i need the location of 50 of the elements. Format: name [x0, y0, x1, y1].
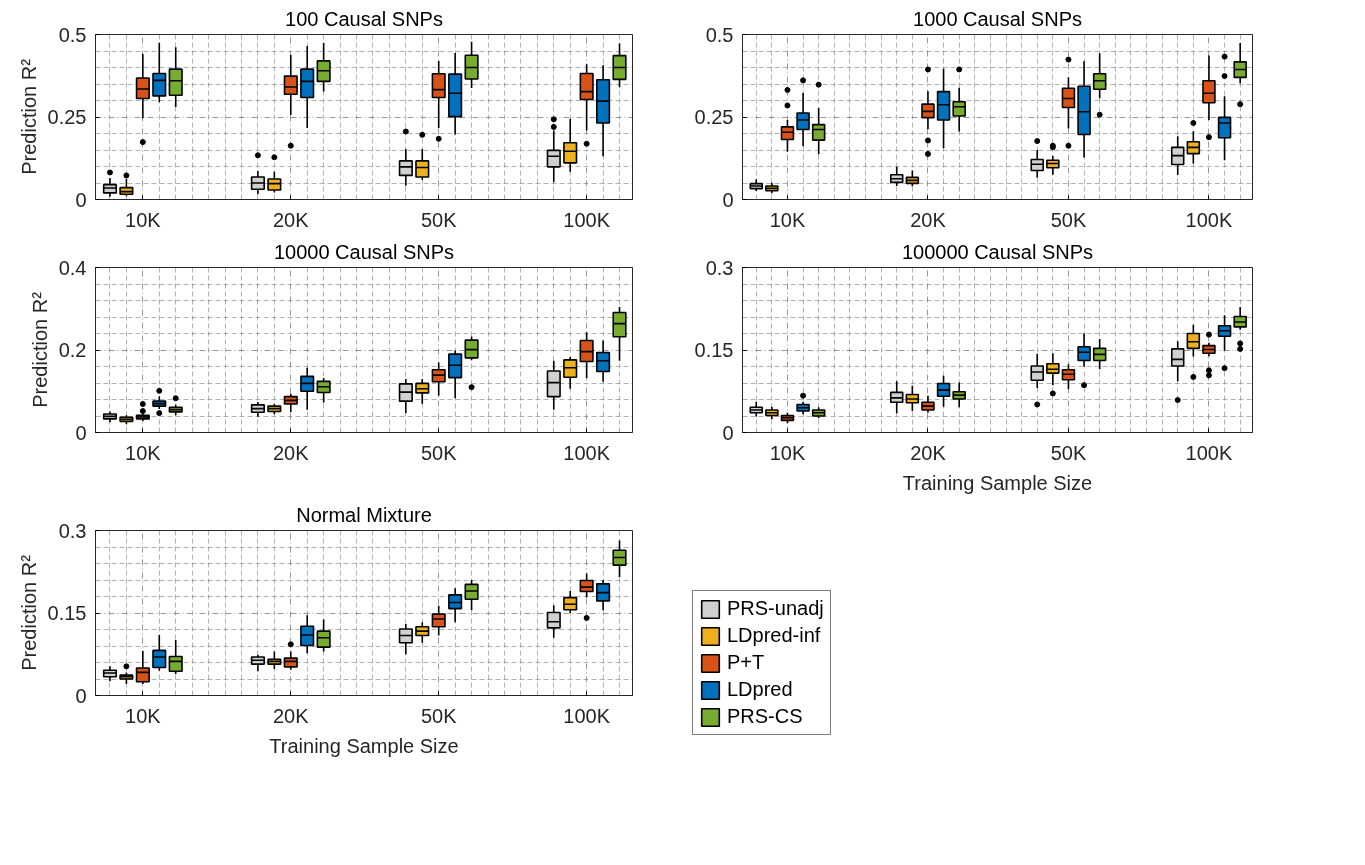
chart-title: 1000 Causal SNPs [913, 7, 1082, 30]
x-tick-label: 20K [272, 441, 310, 464]
x-tick-label: 10K [125, 441, 162, 464]
y-tick-label: 0.25 [47, 106, 87, 128]
y-tick-label: 0.25 [694, 106, 734, 128]
x-axis-title: Training Sample Size [902, 471, 1093, 494]
x-tick-label: 50K [1050, 208, 1087, 231]
legend-label: P+T [727, 651, 765, 674]
x-tick-label: 100K [1185, 208, 1233, 231]
y-axis-title: Prediction R² [17, 554, 40, 671]
y-tick-label: 0.2 [58, 339, 87, 361]
x-tick-label: 100K [563, 704, 611, 727]
x-tick-label: 100K [1185, 441, 1233, 464]
x-tick-label: 10K [125, 208, 162, 231]
x-tick-label: 10K [125, 704, 162, 727]
chart-title: 100 Causal SNPs [285, 7, 443, 30]
y-tick-label: 0.5 [58, 23, 87, 46]
y-tick-label: 0 [75, 684, 87, 707]
x-tick-label: 20K [272, 704, 310, 727]
legend-label: PRS-unadj [727, 597, 824, 620]
chart-title: 10000 Causal SNPs [273, 240, 455, 263]
y-tick-label: 0.4 [58, 256, 87, 279]
y-tick-label: 0 [75, 421, 87, 444]
y-axis-title: Prediction R² [17, 58, 40, 175]
y-tick-label: 0.3 [58, 519, 87, 542]
y-tick-label: 0 [722, 421, 734, 444]
x-tick-label: 50K [420, 441, 458, 464]
y-axis-title: Prediction R² [28, 291, 51, 408]
x-tick-label: 20K [910, 208, 947, 231]
y-tick-label: 0.15 [47, 602, 87, 624]
x-tick-label: 50K [420, 704, 458, 727]
legend-label: PRS-CS [727, 705, 803, 728]
chart-title: 100000 Causal SNPs [901, 240, 1094, 263]
x-tick-label: 10K [769, 208, 806, 231]
x-tick-label: 100K [563, 208, 611, 231]
x-tick-label: 10K [769, 441, 806, 464]
chart-title: Normal Mixture [296, 503, 432, 526]
x-tick-label: 20K [272, 208, 310, 231]
y-tick-label: 0 [722, 188, 734, 211]
y-tick-label: 0 [75, 188, 87, 211]
legend-label: LDpred [727, 678, 793, 701]
x-tick-label: 100K [563, 441, 611, 464]
y-tick-label: 0.15 [694, 339, 734, 361]
y-tick-label: 0.5 [705, 23, 734, 46]
x-tick-label: 50K [1050, 441, 1087, 464]
x-tick-label: 50K [420, 208, 458, 231]
x-axis-title: Training Sample Size [269, 734, 459, 757]
legend-label: LDpred-inf [727, 624, 821, 647]
y-tick-label: 0.3 [705, 256, 734, 279]
x-tick-label: 20K [910, 441, 947, 464]
